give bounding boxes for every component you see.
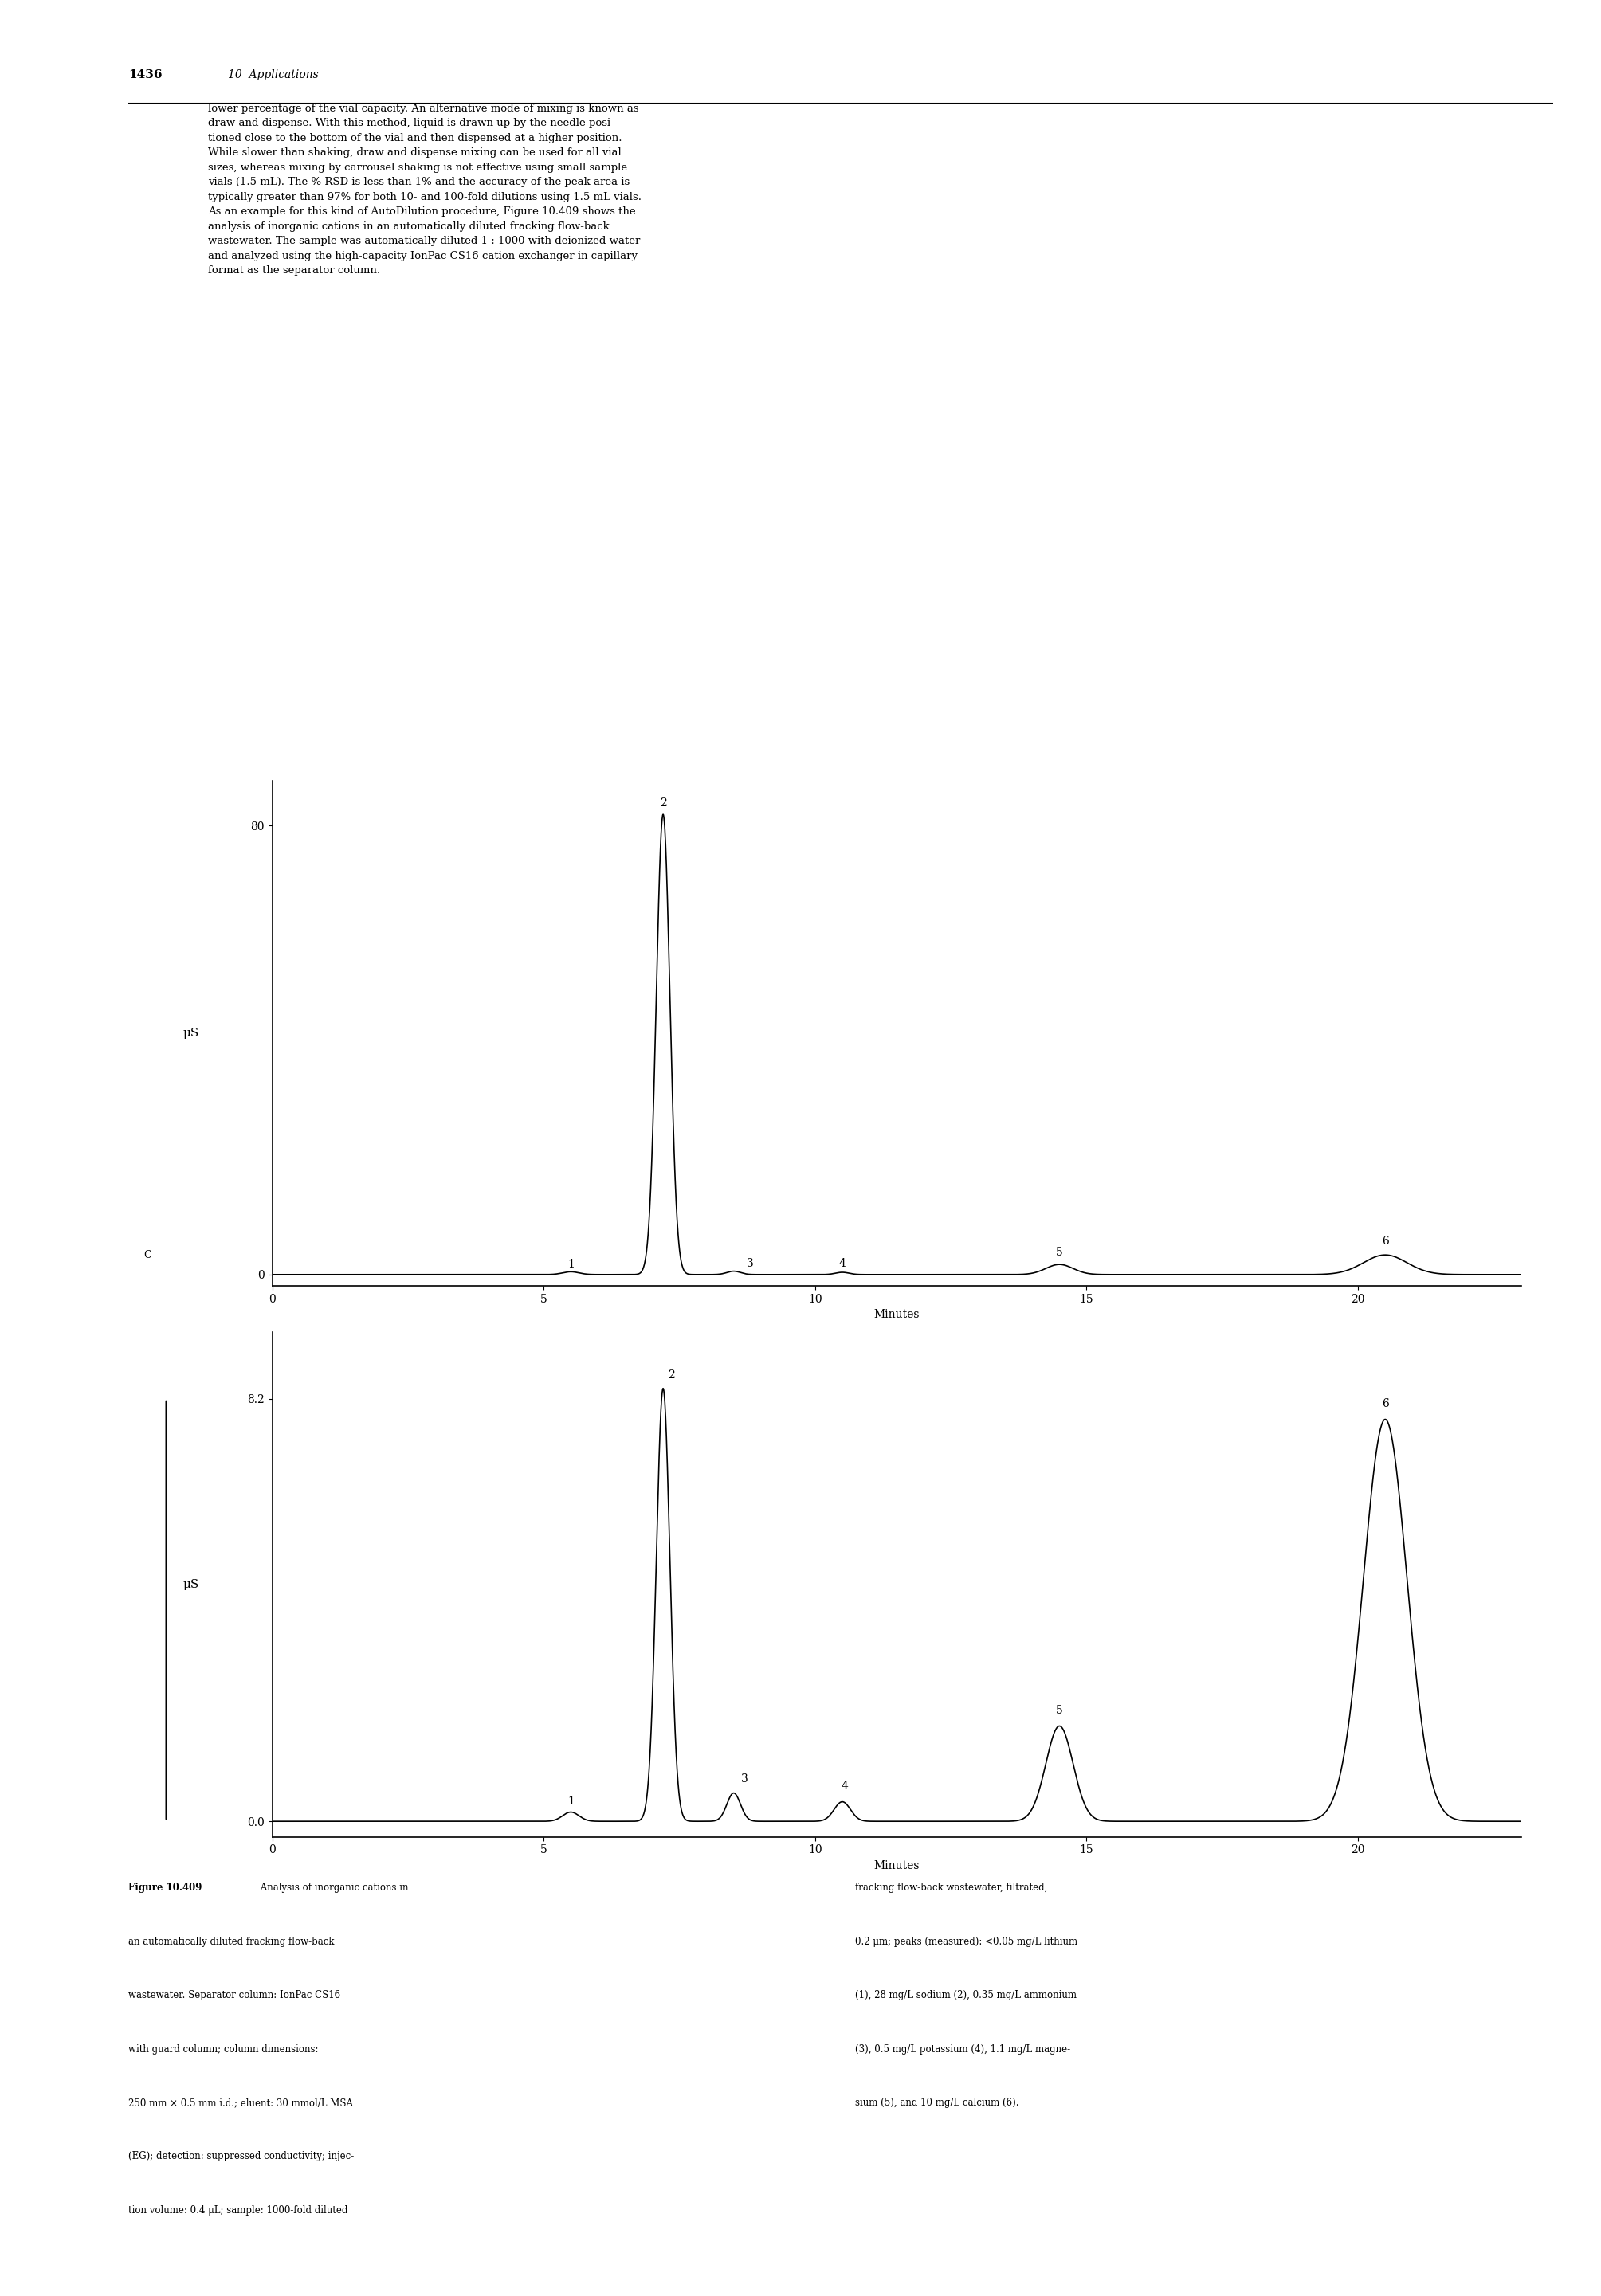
- Text: 10  Applications: 10 Applications: [227, 69, 319, 80]
- Text: 2: 2: [660, 797, 666, 808]
- Text: (1), 28 mg/L sodium (2), 0.35 mg/L ammonium: (1), 28 mg/L sodium (2), 0.35 mg/L ammon…: [855, 1991, 1076, 2000]
- Text: fracking flow-back wastewater, filtrated,: fracking flow-back wastewater, filtrated…: [855, 1883, 1047, 1894]
- Text: (EG); detection: suppressed conductivity; injec-: (EG); detection: suppressed conductivity…: [128, 2151, 354, 2163]
- Text: lower percentage of the vial capacity. An alternative mode of mixing is known as: lower percentage of the vial capacity. A…: [208, 103, 642, 276]
- Text: 1: 1: [567, 1258, 575, 1270]
- Text: sium (5), and 10 mg/L calcium (6).: sium (5), and 10 mg/L calcium (6).: [855, 2099, 1018, 2108]
- Text: μS: μS: [183, 1580, 199, 1589]
- Text: μS: μS: [183, 1029, 199, 1038]
- Text: C: C: [144, 1249, 150, 1261]
- X-axis label: Minutes: Minutes: [874, 1309, 919, 1320]
- Text: 1: 1: [567, 1795, 575, 1807]
- Text: 1436: 1436: [128, 69, 162, 80]
- Text: tion volume: 0.4 μL; sample: 1000-fold diluted: tion volume: 0.4 μL; sample: 1000-fold d…: [128, 2204, 347, 2216]
- Text: an automatically diluted fracking flow-back: an automatically diluted fracking flow-b…: [128, 1936, 335, 1947]
- Text: Figure 10.409: Figure 10.409: [128, 1883, 202, 1894]
- Text: 2: 2: [668, 1368, 674, 1380]
- Text: 3: 3: [746, 1258, 754, 1270]
- Text: 5: 5: [1057, 1704, 1063, 1715]
- Text: 4: 4: [839, 1258, 845, 1270]
- Text: 5: 5: [1057, 1247, 1063, 1258]
- X-axis label: Minutes: Minutes: [874, 1860, 919, 1871]
- Text: 4: 4: [842, 1779, 849, 1791]
- Text: Analysis of inorganic cations in: Analysis of inorganic cations in: [258, 1883, 408, 1894]
- Text: (3), 0.5 mg/L potassium (4), 1.1 mg/L magne-: (3), 0.5 mg/L potassium (4), 1.1 mg/L ma…: [855, 2043, 1069, 2055]
- Text: with guard column; column dimensions:: with guard column; column dimensions:: [128, 2043, 319, 2055]
- Text: 250 mm × 0.5 mm i.d.; eluent: 30 mmol/L MSA: 250 mm × 0.5 mm i.d.; eluent: 30 mmol/L …: [128, 2099, 352, 2108]
- Text: 0.2 μm; peaks (measured): <0.05 mg/L lithium: 0.2 μm; peaks (measured): <0.05 mg/L lit…: [855, 1936, 1077, 1947]
- Text: 6: 6: [1382, 1398, 1388, 1410]
- Text: wastewater. Separator column: IonPac CS16: wastewater. Separator column: IonPac CS1…: [128, 1991, 339, 2000]
- Text: 6: 6: [1382, 1235, 1388, 1247]
- Text: 3: 3: [741, 1773, 748, 1784]
